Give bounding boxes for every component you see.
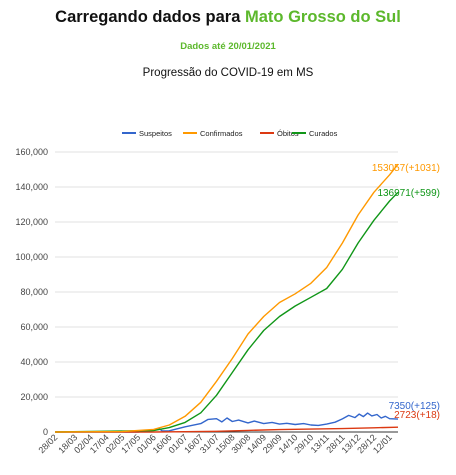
series-line <box>54 191 399 433</box>
y-tick-label: 120,000 <box>15 217 48 227</box>
end-value-label: 7350(+125) <box>389 401 440 412</box>
chart-title: Progressão do COVID-19 em MS <box>142 67 314 79</box>
y-tick-label: 140,000 <box>15 182 48 192</box>
legend-label: Curados <box>309 129 338 138</box>
y-tick-label: 40,000 <box>20 357 48 367</box>
y-tick-label: 20,000 <box>20 392 48 402</box>
title-place: Mato Grosso do Sul <box>244 8 401 26</box>
legend-label: Confirmados <box>200 129 243 138</box>
y-tick-label: 60,000 <box>20 322 48 332</box>
series-line <box>54 163 399 433</box>
end-value-label: 136971(+599) <box>377 188 440 199</box>
series-line <box>55 426 399 433</box>
title-prefix: Carregando dados para <box>55 8 245 26</box>
y-tick-label: 160,000 <box>15 147 48 157</box>
legend-label: Óbitos <box>277 129 299 138</box>
y-tick-label: 0 <box>43 427 48 437</box>
data-date: Dados até 20/01/2021 <box>180 41 276 52</box>
y-tick-label: 100,000 <box>15 252 48 262</box>
end-value-label: 2723(+18) <box>394 410 440 421</box>
legend-label: Suspeitos <box>139 129 172 138</box>
end-value-label: 153057(+1031) <box>372 163 440 174</box>
series-line <box>55 412 399 433</box>
page-title: Carregando dados para Mato Grosso do Sul <box>0 8 456 27</box>
x-tick-label: 28/02 <box>36 432 59 455</box>
y-tick-label: 80,000 <box>20 287 48 297</box>
